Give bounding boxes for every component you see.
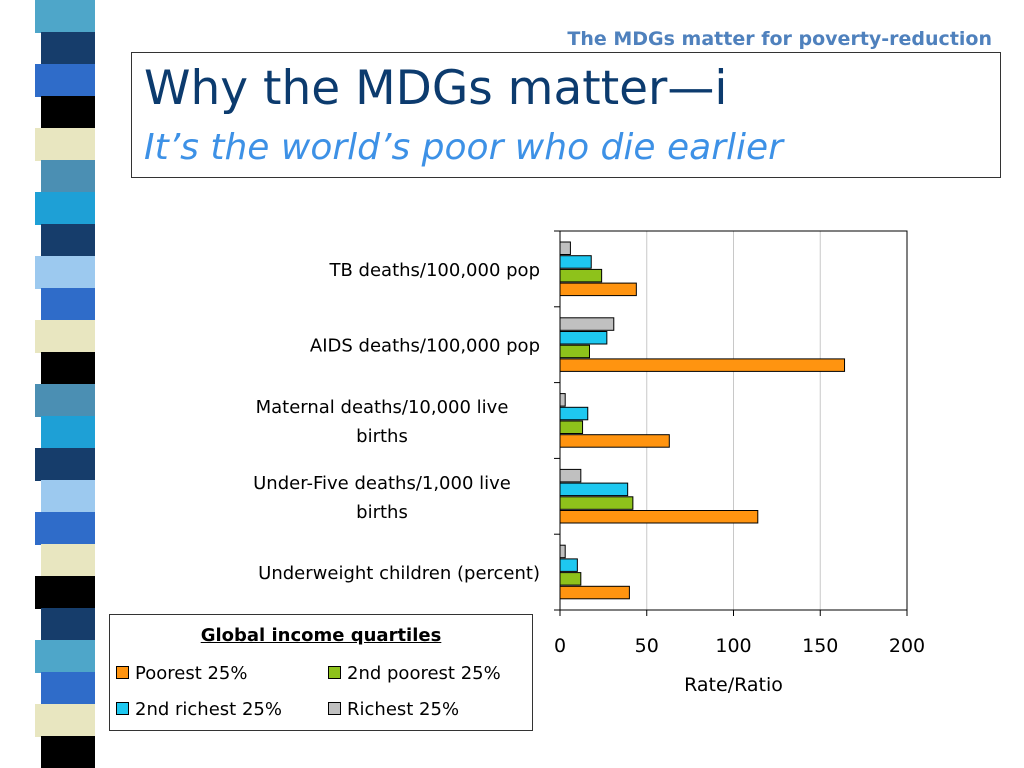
x-tick-label: 150 <box>802 635 838 657</box>
legend-item-2nd-poorest: 2nd poorest 25% <box>328 663 501 684</box>
category-label-line: Maternal deaths/10,000 live <box>256 397 509 418</box>
category-label: AIDS deaths/100,000 pop <box>310 336 540 357</box>
category-label: TB deaths/100,000 pop <box>328 260 540 281</box>
stripe-block <box>35 704 95 737</box>
stripe-block <box>41 288 101 321</box>
category-label: Underweight children (percent) <box>258 563 540 584</box>
chart-legend: Global income quartiles Poorest 25% 2nd … <box>109 614 533 731</box>
bar <box>559 358 846 372</box>
bar <box>559 558 578 572</box>
x-tick-label: 200 <box>889 635 925 657</box>
decorative-stripe <box>35 0 103 768</box>
bar <box>559 496 634 510</box>
bar <box>559 482 629 497</box>
bar <box>559 344 590 359</box>
bar <box>559 510 759 524</box>
stripe-block <box>41 672 101 705</box>
stripe-block <box>41 416 101 449</box>
stripe-block <box>35 256 95 289</box>
legend-label-poorest: Poorest 25% <box>135 663 248 684</box>
legend-swatch-poorest <box>116 665 129 679</box>
legend-item-richest: Richest 25% <box>328 699 459 720</box>
category-label-line: births <box>356 426 408 447</box>
category-label-line: births <box>356 502 408 523</box>
x-axis-label: Rate/Ratio <box>684 674 783 696</box>
stripe-block <box>35 64 95 97</box>
bar <box>559 268 603 283</box>
bar <box>559 393 566 407</box>
stripe-block <box>35 448 95 481</box>
bar <box>559 406 589 421</box>
bar <box>559 331 608 345</box>
x-tick-label: 0 <box>554 635 566 657</box>
title-box: Why the MDGs matter—i It’s the world’s p… <box>131 52 1001 178</box>
slide-header: The MDGs matter for poverty-reduction <box>567 28 992 50</box>
stripe-block <box>35 128 95 161</box>
slide-title: Why the MDGs matter—i <box>144 61 728 116</box>
bar <box>559 434 670 448</box>
category-label: Under-Five deaths/1,000 live births <box>253 473 511 523</box>
bar <box>559 241 571 255</box>
stripe-block <box>35 0 95 33</box>
x-tick-label: 100 <box>715 635 751 657</box>
stripe-block <box>41 736 101 768</box>
stripe-block <box>35 320 95 353</box>
legend-label-2nd-poorest: 2nd poorest 25% <box>347 663 501 684</box>
category-label-line: Under-Five deaths/1,000 live <box>253 473 511 494</box>
bar <box>559 468 582 483</box>
stripe-block <box>41 544 101 577</box>
slide-subtitle: It’s the world’s poor who die earlier <box>144 127 783 168</box>
bar <box>559 585 630 600</box>
stripe-block <box>41 96 101 129</box>
legend-label-richest: Richest 25% <box>347 699 460 720</box>
bar <box>559 255 592 269</box>
category-label: Maternal deaths/10,000 live births <box>256 397 509 447</box>
stripe-block <box>41 608 101 641</box>
bar <box>559 572 582 586</box>
stripe-block <box>35 576 95 609</box>
stripe-block <box>35 512 95 545</box>
legend-item-2nd-richest: 2nd richest 25% <box>116 699 282 720</box>
stripe-block <box>41 480 101 513</box>
bar <box>559 317 615 331</box>
stripe-block <box>41 224 101 257</box>
legend-swatch-2nd-richest <box>116 701 129 715</box>
stripe-block <box>41 352 101 385</box>
legend-swatch-richest <box>328 701 341 715</box>
legend-label-2nd-richest: 2nd richest 25% <box>135 699 282 720</box>
bar <box>559 544 566 559</box>
stripe-block <box>35 384 95 417</box>
legend-item-poorest: Poorest 25% <box>116 663 247 684</box>
category-label-line: AIDS deaths/100,000 pop <box>310 336 540 357</box>
stripe-block <box>35 192 95 225</box>
legend-swatch-2nd-poorest <box>328 665 341 679</box>
category-label-line: TB deaths/100,000 pop <box>328 260 540 281</box>
stripe-block <box>41 32 101 65</box>
stripe-edge <box>95 0 103 768</box>
stripe-block <box>41 160 101 193</box>
category-label-line: Underweight children (percent) <box>258 563 540 584</box>
stripe-block <box>35 640 95 673</box>
bar <box>559 282 637 297</box>
x-tick-label: 50 <box>635 635 659 657</box>
bar <box>559 420 584 434</box>
legend-title: Global income quartiles <box>200 625 442 646</box>
